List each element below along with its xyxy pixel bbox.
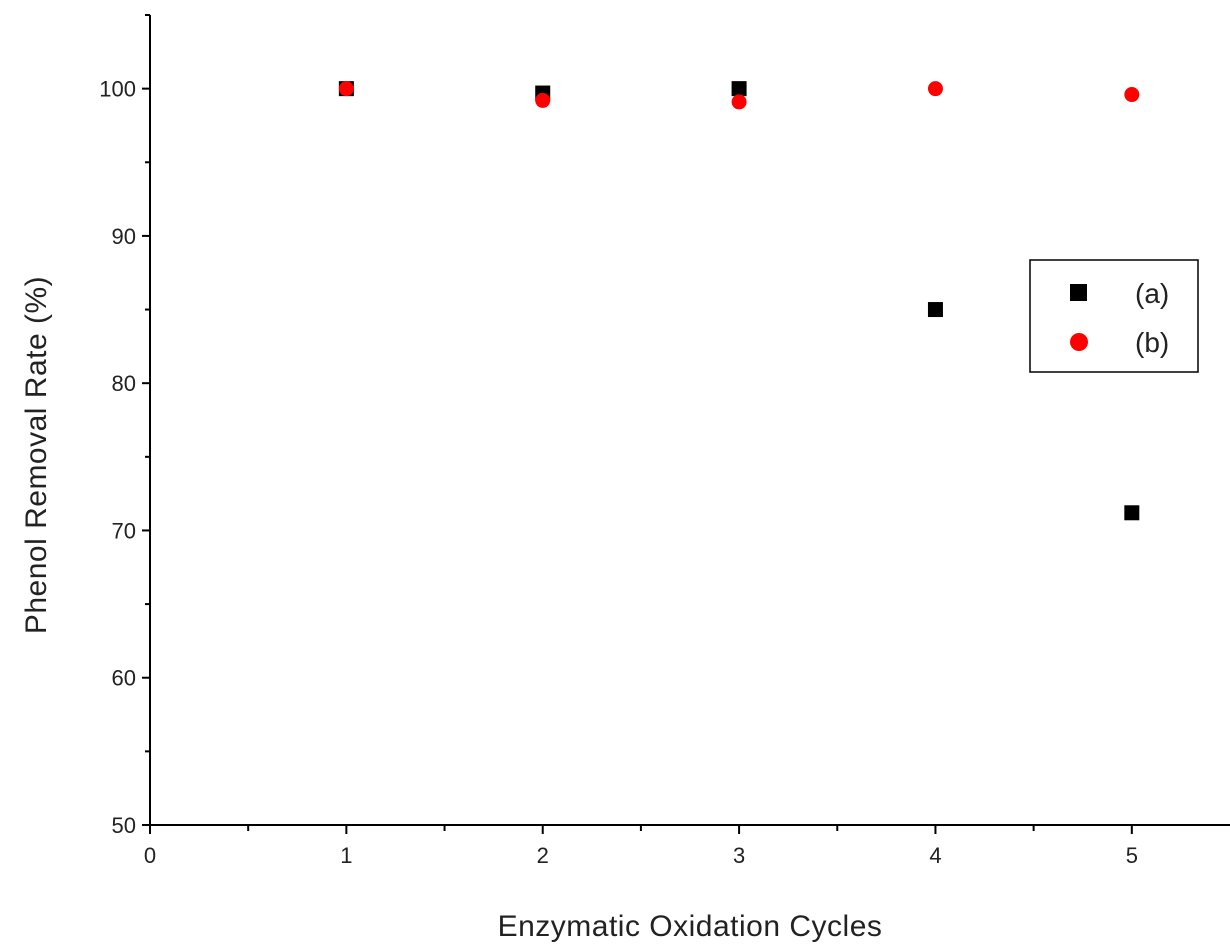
y-tick-label: 100 bbox=[99, 77, 136, 102]
y-axis-title: Phenol Removal Rate (%) bbox=[20, 276, 53, 634]
data-point-b bbox=[535, 92, 551, 108]
x-axis-title: Enzymatic Oxidation Cycles bbox=[498, 910, 883, 943]
data-point-b bbox=[338, 81, 354, 97]
x-tick-label: 0 bbox=[144, 843, 156, 868]
data-point-a bbox=[927, 302, 943, 318]
data-point-a bbox=[731, 81, 747, 97]
data-point-b bbox=[927, 81, 943, 97]
legend-label-b: (b) bbox=[1135, 327, 1169, 358]
series-layer bbox=[338, 81, 1140, 521]
y-tick-label: 60 bbox=[112, 666, 136, 691]
x-tick-label: 5 bbox=[1126, 843, 1138, 868]
legend: (a) (b) bbox=[1029, 259, 1199, 373]
data-point-a bbox=[1124, 505, 1140, 521]
y-tick-label: 80 bbox=[112, 371, 136, 396]
x-tick-label: 3 bbox=[733, 843, 745, 868]
x-tick-label: 2 bbox=[537, 843, 549, 868]
y-tick-label: 50 bbox=[112, 813, 136, 838]
x-axis: 0 1 2 3 4 5 bbox=[144, 824, 1230, 868]
legend-marker-a bbox=[1070, 284, 1087, 301]
legend-marker-b bbox=[1070, 333, 1088, 351]
y-axis: 50 60 70 80 90 100 bbox=[99, 14, 151, 838]
y-tick-label: 70 bbox=[112, 518, 136, 543]
data-point-b bbox=[731, 94, 747, 110]
y-tick-label: 90 bbox=[112, 224, 136, 249]
x-tick-label: 1 bbox=[340, 843, 352, 868]
legend-box bbox=[1029, 259, 1199, 373]
legend-label-a: (a) bbox=[1135, 278, 1169, 309]
x-tick-label: 4 bbox=[929, 843, 941, 868]
data-point-b bbox=[1124, 87, 1140, 103]
